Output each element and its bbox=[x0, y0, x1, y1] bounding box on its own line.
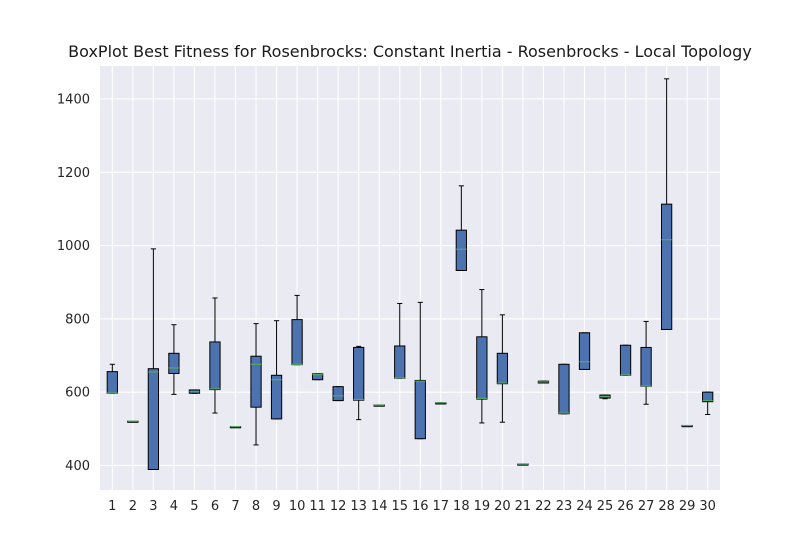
x-tick-label: 24 bbox=[576, 499, 593, 514]
box-12 bbox=[332, 386, 344, 402]
x-tick-label: 16 bbox=[412, 499, 429, 514]
chart-title: BoxPlot Best Fitness for Rosenbrocks: Co… bbox=[68, 42, 752, 61]
box-body bbox=[558, 363, 570, 415]
x-tick-label: 30 bbox=[699, 499, 716, 514]
box-6 bbox=[209, 297, 221, 414]
box-body bbox=[496, 352, 509, 385]
box-20 bbox=[496, 314, 509, 423]
x-tick-label: 19 bbox=[474, 499, 491, 514]
box-29 bbox=[681, 424, 693, 428]
y-tick-label: 400 bbox=[65, 459, 90, 474]
box-body bbox=[414, 379, 426, 440]
x-tick-label: 26 bbox=[617, 499, 634, 514]
box-18 bbox=[455, 185, 467, 271]
box-25 bbox=[599, 394, 611, 400]
box-7 bbox=[229, 426, 242, 429]
box-body bbox=[291, 319, 303, 366]
box-14 bbox=[373, 404, 385, 407]
box-22 bbox=[537, 380, 550, 384]
x-tick-label: 18 bbox=[453, 499, 470, 514]
x-tick-label: 9 bbox=[272, 499, 280, 514]
box-15 bbox=[394, 302, 406, 379]
x-tick-label: 11 bbox=[309, 499, 326, 514]
x-tick-label: 17 bbox=[433, 499, 450, 514]
box-28 bbox=[660, 78, 673, 330]
x-tick-label: 15 bbox=[391, 499, 408, 514]
box-body bbox=[106, 371, 118, 394]
x-tick-label: 14 bbox=[371, 499, 388, 514]
box-9 bbox=[270, 320, 283, 420]
grid-lines bbox=[100, 66, 720, 490]
x-tick-label: 1 bbox=[108, 499, 116, 514]
x-tick-label: 10 bbox=[289, 499, 306, 514]
x-tick-label: 4 bbox=[170, 499, 178, 514]
box-24 bbox=[578, 332, 591, 370]
y-tick-label: 1000 bbox=[57, 239, 90, 254]
box-body bbox=[455, 229, 467, 271]
box-body bbox=[353, 346, 365, 401]
box-body bbox=[147, 368, 160, 470]
box-10 bbox=[291, 294, 303, 366]
x-axis-ticks: 1 2 3 4 5 6 7 8 9 10 11 12 13 14 15 16 17 18 19 20 21 22 23 24 2… bbox=[108, 499, 716, 514]
x-tick-label: 5 bbox=[190, 499, 198, 514]
box-body bbox=[209, 341, 221, 391]
box-body bbox=[332, 386, 344, 402]
x-tick-label: 22 bbox=[535, 499, 552, 514]
box-13 bbox=[353, 345, 365, 421]
x-tick-label: 23 bbox=[556, 499, 573, 514]
box-11 bbox=[311, 373, 324, 381]
box-body bbox=[578, 332, 591, 370]
box-5 bbox=[188, 389, 201, 394]
x-tick-label: 3 bbox=[149, 499, 157, 514]
x-tick-label: 7 bbox=[231, 499, 239, 514]
box-2 bbox=[127, 420, 139, 423]
y-tick-label: 1400 bbox=[57, 92, 90, 107]
x-tick-label: 25 bbox=[597, 499, 614, 514]
x-tick-label: 13 bbox=[350, 499, 367, 514]
x-tick-label: 21 bbox=[515, 499, 532, 514]
box-4 bbox=[168, 324, 180, 395]
x-tick-label: 29 bbox=[679, 499, 696, 514]
x-tick-label: 2 bbox=[129, 499, 137, 514]
box-body bbox=[168, 352, 180, 374]
x-tick-label: 8 bbox=[252, 499, 260, 514]
box-1 bbox=[106, 363, 118, 394]
box-21 bbox=[517, 463, 529, 466]
y-tick-label: 1200 bbox=[57, 166, 90, 181]
y-tick-label: 800 bbox=[65, 312, 90, 327]
boxes-layer bbox=[106, 78, 714, 470]
x-tick-label: 27 bbox=[638, 499, 655, 514]
box-body bbox=[702, 391, 714, 403]
box-3 bbox=[147, 248, 160, 470]
box-body bbox=[270, 374, 283, 420]
y-axis-ticks: 400 600 800 1000 1200 1400 bbox=[57, 92, 90, 473]
box-27 bbox=[640, 320, 652, 405]
box-16 bbox=[414, 301, 426, 440]
box-body bbox=[476, 336, 488, 400]
box-body bbox=[250, 355, 262, 408]
box-23 bbox=[558, 363, 570, 415]
box-26 bbox=[619, 344, 632, 376]
x-tick-label: 20 bbox=[494, 499, 511, 514]
box-8 bbox=[250, 323, 262, 446]
plot-area bbox=[100, 66, 720, 490]
x-tick-label: 6 bbox=[211, 499, 219, 514]
box-body bbox=[394, 345, 406, 379]
box-body bbox=[640, 346, 652, 387]
y-tick-label: 600 bbox=[65, 386, 90, 401]
box-17 bbox=[435, 402, 447, 405]
box-body bbox=[619, 344, 632, 376]
box-body bbox=[660, 203, 673, 330]
x-tick-label: 12 bbox=[330, 499, 347, 514]
box-19 bbox=[476, 289, 488, 424]
x-tick-label: 28 bbox=[658, 499, 675, 514]
box-30 bbox=[702, 391, 714, 416]
box-body bbox=[311, 373, 324, 381]
